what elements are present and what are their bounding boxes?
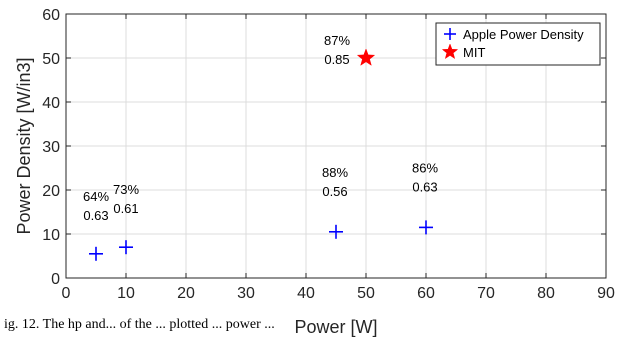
legend-markers xyxy=(441,28,459,60)
data-point-apple xyxy=(419,220,433,235)
point-label: 73% xyxy=(113,182,139,197)
data-point-apple xyxy=(329,224,343,239)
legend-label-apple: Apple Power Density xyxy=(463,27,584,42)
point-label: 87% xyxy=(324,33,350,48)
x-tick-label: 0 xyxy=(62,285,71,302)
x-tick-label: 70 xyxy=(477,285,495,302)
tick-marks xyxy=(65,13,607,279)
y-tick-label: 60 xyxy=(42,7,60,24)
legend-marker-apple xyxy=(444,28,456,40)
x-axis-label: Power [W] xyxy=(294,317,377,337)
point-label: 64% xyxy=(83,189,109,204)
y-tick-label: 40 xyxy=(42,95,60,112)
point-label: 88% xyxy=(322,165,348,180)
figure-caption: ig. 12. The hp and... of the ... plotted… xyxy=(4,317,275,332)
y-axis-label: Power Density [W/in3] xyxy=(14,57,34,234)
point-labels: 64% 0.63 73% 0.61 88% 0.56 86% 0.63 87% 0.85 xyxy=(83,33,438,223)
data-point-apple xyxy=(89,246,103,261)
data-point-apple xyxy=(119,240,133,255)
point-label: 0.56 xyxy=(322,184,347,199)
legend-box xyxy=(435,22,601,66)
x-tick-label: 10 xyxy=(117,285,135,302)
legend-marker-mit xyxy=(441,43,459,60)
point-label: 0.61 xyxy=(113,201,138,216)
x-tick-label: 90 xyxy=(597,285,615,302)
x-tick-label: 40 xyxy=(297,285,315,302)
y-tick-labels: 0 10 20 30 40 50 60 xyxy=(42,7,60,288)
x-tick-label: 30 xyxy=(237,285,255,302)
point-label: 0.85 xyxy=(324,52,349,67)
point-label: 0.63 xyxy=(83,208,108,223)
y-tick-label: 20 xyxy=(42,183,60,200)
x-tick-label: 80 xyxy=(537,285,555,302)
x-tick-labels: 0 10 20 30 40 50 60 70 80 90 xyxy=(62,285,615,302)
data-points xyxy=(89,48,433,261)
x-tick-label: 60 xyxy=(417,285,435,302)
x-tick-label: 20 xyxy=(177,285,195,302)
legend-label-mit: MIT xyxy=(463,45,485,60)
x-tick-label: 50 xyxy=(357,285,375,302)
point-label: 86% xyxy=(412,160,438,175)
point-label: 0.63 xyxy=(412,179,437,194)
y-tick-label: 50 xyxy=(42,51,60,68)
y-tick-label: 10 xyxy=(42,227,60,244)
y-tick-label: 30 xyxy=(42,139,60,156)
legend: Apple Power Density MIT xyxy=(435,22,601,66)
y-tick-label: 0 xyxy=(51,271,60,288)
data-point-mit xyxy=(356,48,376,66)
